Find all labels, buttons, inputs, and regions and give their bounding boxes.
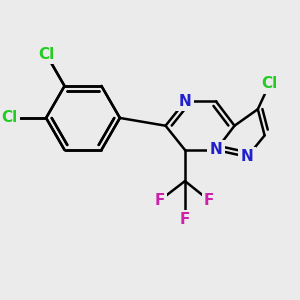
- Text: Cl: Cl: [261, 76, 278, 92]
- Text: Cl: Cl: [1, 110, 17, 125]
- Text: N: N: [241, 149, 253, 164]
- Text: Cl: Cl: [38, 46, 54, 62]
- Text: F: F: [154, 193, 165, 208]
- Text: F: F: [180, 212, 190, 227]
- Text: N: N: [178, 94, 191, 109]
- Text: N: N: [210, 142, 222, 158]
- Text: F: F: [204, 193, 214, 208]
